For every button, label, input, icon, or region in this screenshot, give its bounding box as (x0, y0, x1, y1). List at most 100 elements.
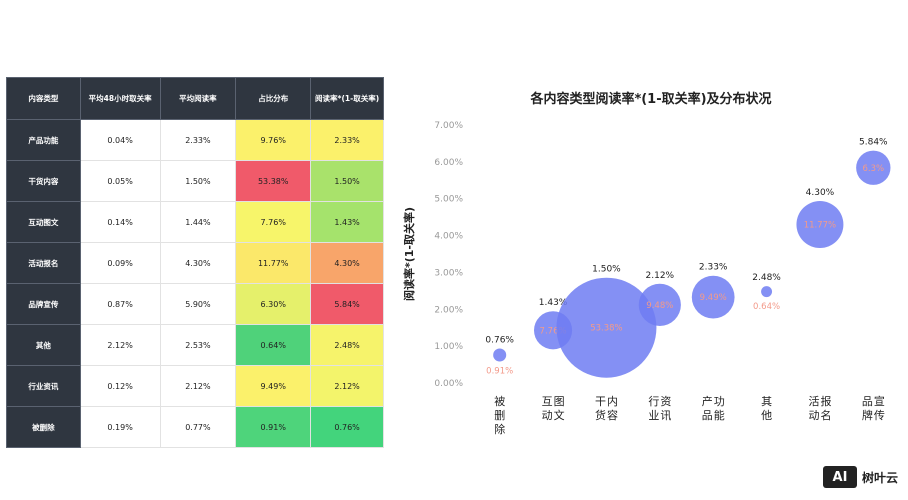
y-tick-label: 4.00% (434, 232, 463, 242)
bubble (761, 286, 773, 298)
cell-type: 品牌宣传 (6, 283, 81, 325)
size-label: 53.38% (590, 324, 622, 334)
cell-share: 0.91% (235, 406, 312, 448)
bubble (796, 201, 844, 248)
y-tick-label: 5.00% (434, 195, 463, 205)
category-label: 产品功能 (702, 394, 725, 422)
cell-score: 2.48% (310, 324, 384, 366)
cell-score: 1.50% (310, 160, 384, 202)
cell-share: 11.77% (235, 242, 312, 284)
value-label: 2.33% (699, 263, 728, 273)
cell-share: 9.49% (235, 365, 312, 407)
value-label: 1.43% (539, 298, 568, 308)
category-label: 互动图文 (542, 395, 565, 422)
y-axis-label: 阅读率*(1-取关率) (402, 207, 416, 301)
table-row: 其他 2.12% 2.53% 0.64% 2.48% (6, 324, 384, 366)
cell-score: 4.30% (310, 242, 384, 284)
header-unfollow: 平均48小时取关率 (79, 77, 161, 120)
cell-unfollow: 0.09% (79, 242, 161, 284)
cell-read: 0.77% (159, 406, 237, 448)
cell-unfollow: 0.12% (79, 365, 161, 407)
table-row: 行业资讯 0.12% 2.12% 9.49% 2.12% (6, 365, 384, 407)
cell-unfollow: 0.14% (79, 201, 161, 243)
cell-read: 4.30% (159, 242, 237, 284)
y-tick-label: 3.00% (434, 268, 463, 278)
value-label: 1.50% (592, 265, 621, 275)
cell-type: 产品功能 (6, 119, 81, 161)
cell-score: 2.12% (310, 365, 384, 407)
value-label: 4.30% (806, 188, 835, 198)
cell-share: 6.30% (235, 283, 312, 325)
cell-unfollow: 2.12% (79, 324, 161, 366)
value-label: 2.12% (646, 271, 675, 281)
cell-read: 2.12% (159, 365, 237, 407)
chart-title: 各内容类型阅读率*(1-取关率)及分布状况 (529, 91, 771, 107)
size-label: 6.3% (863, 164, 885, 174)
category-label: 被删除 (494, 395, 505, 436)
table-row: 活动报名 0.09% 4.30% 11.77% 4.30% (6, 242, 384, 284)
cell-score: 2.33% (310, 119, 384, 161)
y-tick-label: 7.00% (434, 121, 463, 131)
bubble (556, 277, 657, 378)
table-row: 品牌宣传 0.87% 5.90% 6.30% 5.84% (6, 283, 384, 325)
cell-share: 7.76% (235, 201, 312, 243)
cell-score: 1.43% (310, 201, 384, 243)
size-label: 9.48% (646, 301, 673, 311)
bubble (691, 275, 735, 319)
size-label: 0.91% (486, 367, 513, 377)
header-type: 内容类型 (6, 77, 81, 120)
table-row: 产品功能 0.04% 2.33% 9.76% 2.33% (6, 119, 384, 161)
cell-score: 5.84% (310, 283, 384, 325)
category-label: 干货内容 (595, 394, 618, 422)
cell-share: 0.64% (235, 324, 312, 366)
category-label: 其他 (761, 395, 772, 422)
size-label: 0.64% (753, 302, 780, 312)
size-label: 11.77% (804, 221, 836, 231)
watermark-text: 树叶云 (861, 470, 898, 485)
cell-type: 干货内容 (6, 160, 81, 202)
header-read: 平均阅读率 (159, 77, 237, 120)
cell-unfollow: 0.04% (79, 119, 161, 161)
value-label: 0.76% (485, 335, 514, 345)
cell-unfollow: 0.05% (79, 160, 161, 202)
cell-type: 活动报名 (6, 242, 81, 284)
size-label: 7.76% (540, 326, 567, 336)
value-label: 5.84% (859, 138, 888, 148)
cell-type: 行业资讯 (6, 365, 81, 407)
watermark: AI 树叶云 (822, 466, 898, 488)
category-label: 行业资讯 (648, 395, 671, 422)
y-tick-label: 0.00% (434, 379, 463, 389)
watermark-logo: AI (822, 466, 857, 488)
table-row: 被删除 0.19% 0.77% 0.91% 0.76% (6, 406, 384, 448)
category-label: 品牌宣传 (862, 394, 885, 422)
y-tick-label: 6.00% (434, 158, 463, 168)
header-score: 阅读率*(1-取关率) (310, 77, 384, 120)
data-table: 内容类型 平均48小时取关率 平均阅读率 占比分布 阅读率*(1-取关率) 产品… (6, 77, 384, 448)
table-row: 互动图文 0.14% 1.44% 7.76% 1.43% (6, 201, 384, 243)
cell-type: 其他 (6, 324, 81, 366)
bubble (493, 348, 507, 362)
bubble (638, 283, 681, 326)
cell-read: 2.33% (159, 119, 237, 161)
cell-share: 53.38% (235, 160, 312, 202)
y-tick-label: 1.00% (434, 342, 463, 352)
size-label: 9.49% (700, 293, 727, 303)
cell-read: 1.50% (159, 160, 237, 202)
bubble (856, 150, 891, 185)
cell-score: 0.76% (310, 406, 384, 448)
header-share: 占比分布 (235, 77, 312, 120)
cell-unfollow: 0.19% (79, 406, 161, 448)
cell-share: 9.76% (235, 119, 312, 161)
table-row: 干货内容 0.05% 1.50% 53.38% 1.50% (6, 160, 384, 202)
category-label: 活动报名 (808, 394, 831, 422)
cell-read: 1.44% (159, 201, 237, 243)
cell-unfollow: 0.87% (79, 283, 161, 325)
value-label: 2.48% (752, 273, 781, 283)
cell-type: 被删除 (6, 406, 81, 448)
cell-read: 5.90% (159, 283, 237, 325)
cell-read: 2.53% (159, 324, 237, 366)
cell-type: 互动图文 (6, 201, 81, 243)
y-tick-label: 2.00% (434, 305, 463, 315)
table-header-row: 内容类型 平均48小时取关率 平均阅读率 占比分布 阅读率*(1-取关率) (6, 77, 384, 120)
